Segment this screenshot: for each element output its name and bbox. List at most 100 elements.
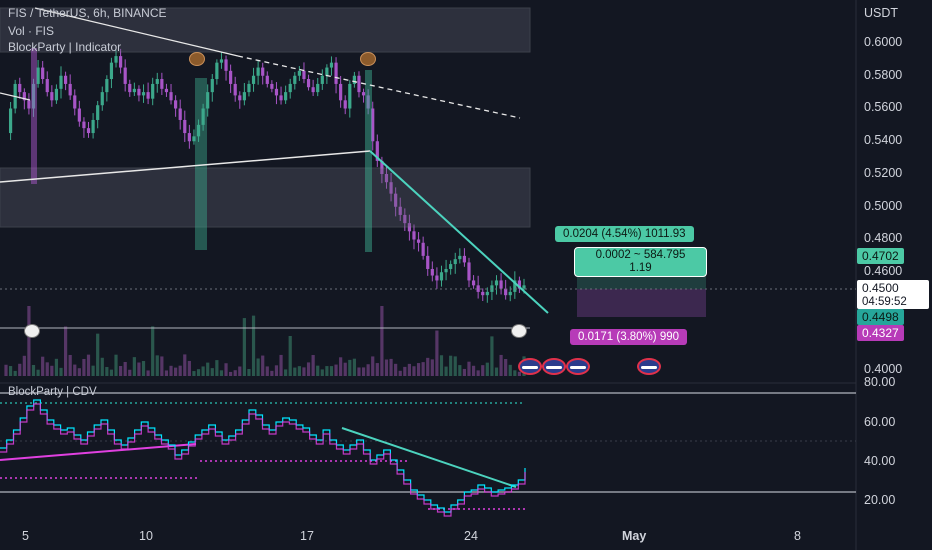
indicator-legend[interactable]: BlockParty | Indicator [8,40,121,54]
volume-bar [151,326,155,376]
volume-bar [41,356,45,376]
candle-body [462,255,467,263]
volume-bar [86,354,91,376]
candle-body [439,272,444,281]
candle-body [8,108,13,134]
volume-bar [59,367,63,376]
cdv-legend[interactable]: BlockParty | CDV [8,386,97,398]
candle-body [458,255,462,260]
volume-bar [293,367,297,376]
candle-body [499,280,503,289]
candle-body [522,285,526,289]
downside-measure-label[interactable]: 0.0171 (3.80%) 990 [570,329,688,345]
volume-bar [435,330,439,376]
cdv-trendline [341,427,517,488]
candle-body [45,79,49,93]
candle-body [416,239,421,243]
volume-bar [141,361,146,376]
candle-body [206,92,210,109]
volume-legend[interactable]: Vol · FIS [8,24,54,38]
volume-bar [380,306,384,376]
volume-bar [82,358,86,376]
volume-bar [329,366,334,376]
volume-bar [224,363,228,376]
candle-body [375,141,379,161]
volume-bar [206,362,210,376]
volume-bar [219,370,224,376]
volume-bar [187,360,191,376]
upper-target-badge: 0.4702 [857,248,904,264]
volume-bar [238,366,242,376]
volume-bar [256,358,260,376]
candle-body [215,62,219,80]
candle-body [233,83,237,96]
candle-body [201,108,205,125]
candle-body [82,121,86,129]
upside-measure-label[interactable]: 0.0204 (4.54%) 1011.93 [555,226,694,242]
cdv-indicator-series [0,392,856,517]
us-flag-icon[interactable] [566,358,590,375]
volume-bar [407,363,411,376]
candle-body [407,223,411,232]
candle-body [100,92,104,106]
volume-bar [389,358,393,376]
volume-bar [416,363,421,376]
candle-body [105,79,109,93]
indicator-title: BlockParty | Indicator [8,40,122,54]
cdv-tick-label: 60.00 [864,415,896,429]
volume-bar [169,365,173,376]
volume-bar [164,370,169,376]
support-zone [0,167,531,228]
candle-body [54,88,59,101]
candlestick-series [8,48,526,303]
volume-bar [490,336,494,376]
volume-bar [467,361,471,376]
symbol-legend[interactable]: FIS / TetherUS, 6h, BINANCE [8,6,167,20]
us-flag-icon[interactable] [637,358,661,375]
candle-body [59,75,63,89]
trendline [0,150,371,183]
volume-bar [371,356,375,376]
volume-bar [325,366,329,376]
volume-bar [302,367,306,376]
volume-title: Vol · FIS [8,24,55,38]
candle-body [453,259,457,265]
time-tick-may: May [622,529,647,543]
volume-bar [31,364,36,376]
price-tick-label: 0.5600 [864,100,903,115]
candle-body [471,280,476,286]
candle-body [114,56,118,63]
measure-info-box[interactable]: 0.0002 ~ 584.795 1.19 [574,247,707,277]
volume-bar [494,367,499,376]
candle-body [311,87,315,93]
candle-body [352,75,356,84]
candle-body [274,88,279,96]
volume-bar [183,354,187,376]
bear-face-icon [189,52,205,66]
price-tick-label: 0.5200 [864,165,903,180]
candle-body [284,92,288,101]
volume-bar [316,365,320,376]
signal-bar [365,70,372,252]
volume-bar [54,358,59,376]
volume-bar [18,363,22,376]
candle-body [238,95,242,101]
candle-body [192,136,196,142]
candle-body [293,75,297,84]
volume-bar [22,355,26,376]
signal-bar [195,78,207,250]
candle-body [329,62,334,68]
volume-bar [215,360,219,376]
us-flag-icon[interactable] [542,358,566,375]
volume-bar [265,366,269,376]
resistance-zone [0,7,531,53]
bear-face-icon [360,52,376,66]
lower-target-badge: 0.4327 [857,325,904,341]
volume-bar [357,367,361,376]
us-flag-icon[interactable] [518,358,542,375]
trendline [34,7,239,57]
volume-bar [366,364,370,376]
volume-bar [352,358,356,376]
current-price-value: 0.4500 [862,281,899,295]
